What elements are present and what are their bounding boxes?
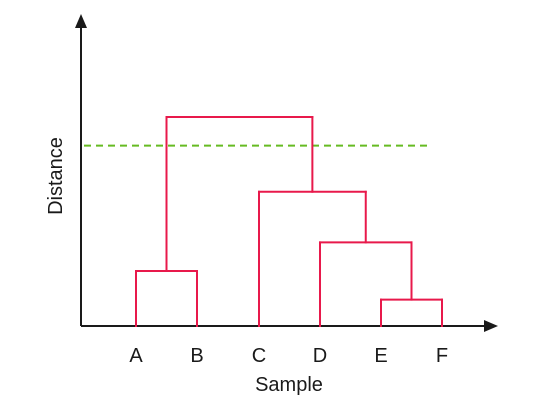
leaf-label-a: A — [129, 345, 143, 367]
leaf-label-d: D — [313, 345, 327, 367]
leaf-label-e: E — [374, 345, 387, 367]
leaf-label-c: C — [252, 345, 266, 367]
x-axis-title: Sample — [255, 374, 323, 396]
leaf-label-f: F — [436, 345, 448, 367]
x-axis-arrow-icon — [484, 320, 498, 332]
y-axis-title: Distance — [45, 137, 67, 215]
y-axis-arrow-icon — [75, 14, 87, 28]
dendrogram-branches — [135, 116, 443, 327]
leaf-label-b: B — [190, 345, 203, 367]
